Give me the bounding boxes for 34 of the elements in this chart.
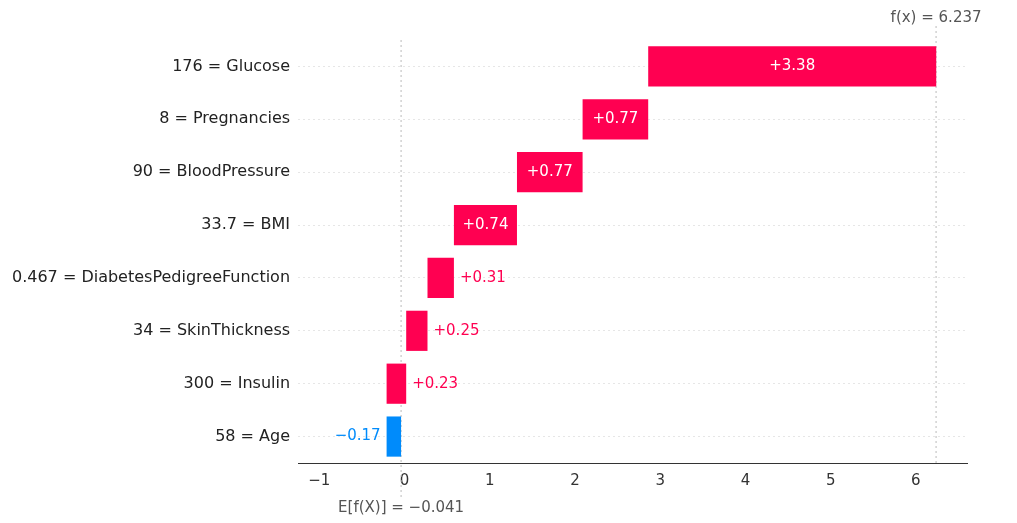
x-tick-label: 5 (825, 470, 836, 489)
x-tick-label: 6 (911, 470, 921, 489)
x-tick-label: 2 (570, 470, 580, 489)
bar (406, 310, 428, 351)
data-label: +0.77 (592, 109, 639, 128)
y-tick-label: 300 = Insulin (183, 372, 291, 392)
x-tick-label: 4 (740, 470, 751, 489)
y-tick-label: 176 = Glucose (172, 55, 291, 75)
y-tick-label: 34 = SkinThickness (133, 319, 291, 339)
bar (453, 204, 517, 246)
data-label: +3.38 (769, 56, 816, 75)
x-tick-label: 0 (399, 470, 410, 489)
y-tick-label: 90 = BloodPressure (132, 161, 291, 181)
y-tick-label: 0.467 = DiabetesPedigreeFunction (11, 267, 291, 287)
bar (648, 46, 937, 87)
data-label: +0.77 (526, 162, 573, 181)
ref-line-label: f(x) = 6.237 (890, 8, 982, 27)
bar (582, 99, 649, 140)
ref-line-label: E[f(X)] = −0.041 (338, 498, 465, 517)
y-tick-label: 8 = Pregnancies (159, 108, 291, 128)
x-tick-label: 1 (485, 470, 495, 489)
bar (427, 257, 454, 299)
bar (386, 363, 407, 404)
data-label: −0.17 (334, 426, 381, 445)
y-tick-label: 58 = Age (215, 425, 291, 445)
bar (516, 152, 583, 193)
bar (386, 416, 402, 457)
data-label: +0.23 (412, 373, 459, 392)
y-tick-label: 33.7 = BMI (201, 214, 291, 234)
data-label: +0.25 (433, 320, 480, 339)
data-label: +0.74 (462, 214, 509, 233)
x-tick-label: 3 (655, 470, 665, 489)
x-tick-label: −1 (308, 470, 331, 489)
data-label: +0.31 (459, 267, 506, 286)
